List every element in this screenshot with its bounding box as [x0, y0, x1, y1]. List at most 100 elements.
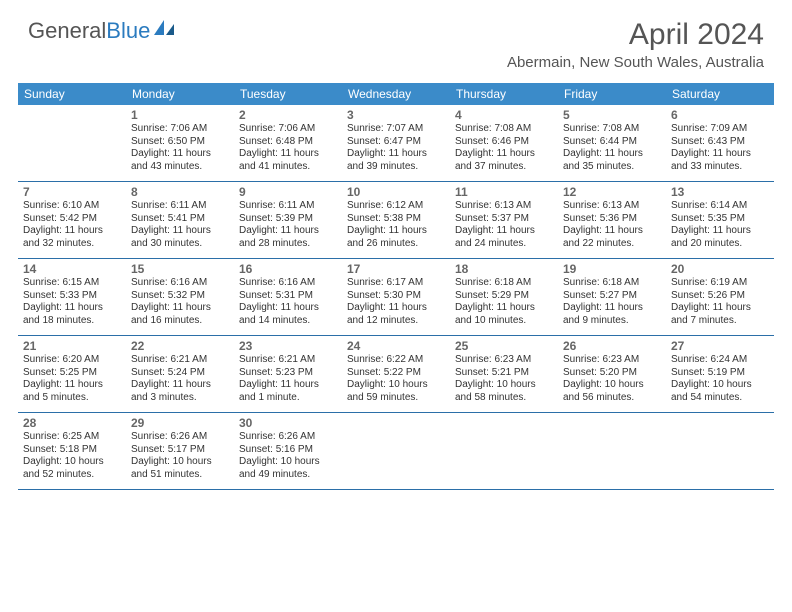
day-info-line: Sunset: 5:41 PM: [131, 213, 229, 226]
day-info-line: Sunrise: 6:12 AM: [347, 200, 445, 213]
month-title: April 2024: [507, 18, 764, 52]
day-info-line: Daylight: 11 hours: [23, 302, 121, 315]
day-cell: 25Sunrise: 6:23 AMSunset: 5:21 PMDayligh…: [450, 336, 558, 412]
day-info-line: and 33 minutes.: [671, 161, 769, 174]
day-cell: 16Sunrise: 6:16 AMSunset: 5:31 PMDayligh…: [234, 259, 342, 335]
day-header: Friday: [558, 83, 666, 105]
day-cell: [450, 413, 558, 489]
day-number: 10: [347, 185, 445, 199]
day-info-line: and 41 minutes.: [239, 161, 337, 174]
day-cell: [18, 105, 126, 181]
logo-text-1: General: [28, 18, 106, 44]
day-number: 4: [455, 108, 553, 122]
day-info-line: Sunrise: 6:16 AM: [131, 277, 229, 290]
day-cell: 19Sunrise: 6:18 AMSunset: 5:27 PMDayligh…: [558, 259, 666, 335]
day-info-line: Sunset: 5:23 PM: [239, 367, 337, 380]
day-info-line: Daylight: 10 hours: [347, 379, 445, 392]
title-block: April 2024 Abermain, New South Wales, Au…: [507, 18, 764, 71]
day-info-line: Daylight: 10 hours: [671, 379, 769, 392]
day-cell: 10Sunrise: 6:12 AMSunset: 5:38 PMDayligh…: [342, 182, 450, 258]
day-info-line: Sunrise: 6:26 AM: [131, 431, 229, 444]
day-info-line: Daylight: 11 hours: [563, 225, 661, 238]
day-info-line: Daylight: 11 hours: [131, 302, 229, 315]
day-info-line: and 49 minutes.: [239, 469, 337, 482]
day-info-line: Sunset: 5:26 PM: [671, 290, 769, 303]
weeks-container: 1Sunrise: 7:06 AMSunset: 6:50 PMDaylight…: [18, 105, 774, 490]
day-info-line: Sunset: 6:44 PM: [563, 136, 661, 149]
day-info-line: Sunrise: 6:23 AM: [455, 354, 553, 367]
day-info-line: and 3 minutes.: [131, 392, 229, 405]
day-info-line: Sunset: 5:31 PM: [239, 290, 337, 303]
day-info-line: Sunset: 5:35 PM: [671, 213, 769, 226]
day-number: 27: [671, 339, 769, 353]
day-number: 18: [455, 262, 553, 276]
day-info-line: Sunrise: 6:23 AM: [563, 354, 661, 367]
day-number: 24: [347, 339, 445, 353]
day-info-line: and 35 minutes.: [563, 161, 661, 174]
day-cell: 8Sunrise: 6:11 AMSunset: 5:41 PMDaylight…: [126, 182, 234, 258]
day-info-line: Sunrise: 6:19 AM: [671, 277, 769, 290]
day-info-line: Sunset: 5:20 PM: [563, 367, 661, 380]
day-info-line: and 28 minutes.: [239, 238, 337, 251]
day-info-line: Daylight: 11 hours: [347, 225, 445, 238]
day-info-line: Sunset: 6:43 PM: [671, 136, 769, 149]
day-info-line: Sunset: 5:38 PM: [347, 213, 445, 226]
day-number: 8: [131, 185, 229, 199]
day-cell: 4Sunrise: 7:08 AMSunset: 6:46 PMDaylight…: [450, 105, 558, 181]
day-info-line: Sunrise: 7:06 AM: [239, 123, 337, 136]
day-info-line: Sunset: 5:39 PM: [239, 213, 337, 226]
day-info-line: and 14 minutes.: [239, 315, 337, 328]
day-info-line: and 18 minutes.: [23, 315, 121, 328]
day-info-line: Daylight: 11 hours: [239, 225, 337, 238]
day-header: Sunday: [18, 83, 126, 105]
day-info-line: Daylight: 10 hours: [131, 456, 229, 469]
logo-text-2: Blue: [106, 18, 150, 44]
day-info-line: Daylight: 11 hours: [671, 148, 769, 161]
day-info-line: Sunrise: 6:11 AM: [239, 200, 337, 213]
day-info-line: Daylight: 11 hours: [455, 302, 553, 315]
day-info-line: Sunrise: 6:13 AM: [455, 200, 553, 213]
header: GeneralBlue April 2024 Abermain, New Sou…: [0, 0, 792, 77]
day-info-line: and 1 minute.: [239, 392, 337, 405]
day-info-line: Sunset: 5:29 PM: [455, 290, 553, 303]
day-number: 16: [239, 262, 337, 276]
day-number: 6: [671, 108, 769, 122]
day-info-line: Sunset: 5:37 PM: [455, 213, 553, 226]
logo-sail-icon: [154, 18, 176, 44]
day-info-line: Sunset: 5:18 PM: [23, 444, 121, 457]
day-header: Saturday: [666, 83, 774, 105]
day-info-line: Sunrise: 6:21 AM: [239, 354, 337, 367]
day-cell: 28Sunrise: 6:25 AMSunset: 5:18 PMDayligh…: [18, 413, 126, 489]
day-header: Thursday: [450, 83, 558, 105]
day-info-line: Daylight: 11 hours: [131, 148, 229, 161]
day-info-line: Daylight: 11 hours: [671, 302, 769, 315]
day-info-line: Sunrise: 6:15 AM: [23, 277, 121, 290]
day-info-line: Sunset: 6:47 PM: [347, 136, 445, 149]
day-info-line: Sunrise: 6:26 AM: [239, 431, 337, 444]
day-info-line: and 20 minutes.: [671, 238, 769, 251]
day-cell: 13Sunrise: 6:14 AMSunset: 5:35 PMDayligh…: [666, 182, 774, 258]
day-info-line: Sunrise: 6:11 AM: [131, 200, 229, 213]
day-info-line: and 16 minutes.: [131, 315, 229, 328]
day-info-line: Sunset: 6:46 PM: [455, 136, 553, 149]
day-number: 20: [671, 262, 769, 276]
day-cell: 6Sunrise: 7:09 AMSunset: 6:43 PMDaylight…: [666, 105, 774, 181]
day-info-line: Sunrise: 7:08 AM: [563, 123, 661, 136]
day-info-line: and 5 minutes.: [23, 392, 121, 405]
day-cell: 3Sunrise: 7:07 AMSunset: 6:47 PMDaylight…: [342, 105, 450, 181]
day-info-line: Sunset: 5:19 PM: [671, 367, 769, 380]
day-info-line: Sunset: 5:16 PM: [239, 444, 337, 457]
week-row: 7Sunrise: 6:10 AMSunset: 5:42 PMDaylight…: [18, 182, 774, 259]
week-row: 1Sunrise: 7:06 AMSunset: 6:50 PMDaylight…: [18, 105, 774, 182]
day-cell: [558, 413, 666, 489]
day-info-line: Sunset: 6:50 PM: [131, 136, 229, 149]
day-number: 29: [131, 416, 229, 430]
day-info-line: Daylight: 10 hours: [23, 456, 121, 469]
day-number: 11: [455, 185, 553, 199]
day-number: 22: [131, 339, 229, 353]
day-info-line: Daylight: 11 hours: [347, 302, 445, 315]
day-info-line: Daylight: 11 hours: [23, 225, 121, 238]
day-number: 26: [563, 339, 661, 353]
week-row: 21Sunrise: 6:20 AMSunset: 5:25 PMDayligh…: [18, 336, 774, 413]
day-info-line: and 12 minutes.: [347, 315, 445, 328]
